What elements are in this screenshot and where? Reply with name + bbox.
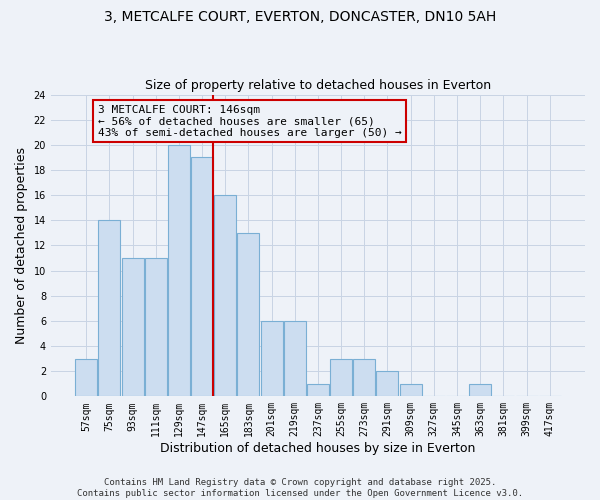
Bar (168, 145, 190, 397)
Bar (376, 371, 398, 396)
Bar (75, 358, 97, 397)
Title: Size of property relative to detached houses in Everton: Size of property relative to detached ho… (145, 79, 491, 92)
Bar (353, 358, 376, 397)
Bar (330, 358, 352, 397)
Text: 3 METCALFE COURT: 146sqm
← 56% of detached houses are smaller (65)
43% of semi-d: 3 METCALFE COURT: 146sqm ← 56% of detach… (98, 104, 401, 138)
Bar (98, 220, 121, 396)
Bar (145, 258, 167, 396)
Bar (260, 321, 283, 396)
Bar (238, 233, 259, 396)
Bar (284, 321, 306, 396)
Text: 3, METCALFE COURT, EVERTON, DONCASTER, DN10 5AH: 3, METCALFE COURT, EVERTON, DONCASTER, D… (104, 10, 496, 24)
Y-axis label: Number of detached properties: Number of detached properties (15, 147, 28, 344)
X-axis label: Distribution of detached houses by size in Everton: Distribution of detached houses by size … (160, 442, 476, 455)
Bar (307, 384, 329, 396)
Bar (214, 195, 236, 396)
Bar (122, 258, 143, 396)
Bar (191, 158, 213, 396)
Text: Contains HM Land Registry data © Crown copyright and database right 2025.
Contai: Contains HM Land Registry data © Crown c… (77, 478, 523, 498)
Bar (469, 384, 491, 396)
Bar (400, 384, 422, 396)
